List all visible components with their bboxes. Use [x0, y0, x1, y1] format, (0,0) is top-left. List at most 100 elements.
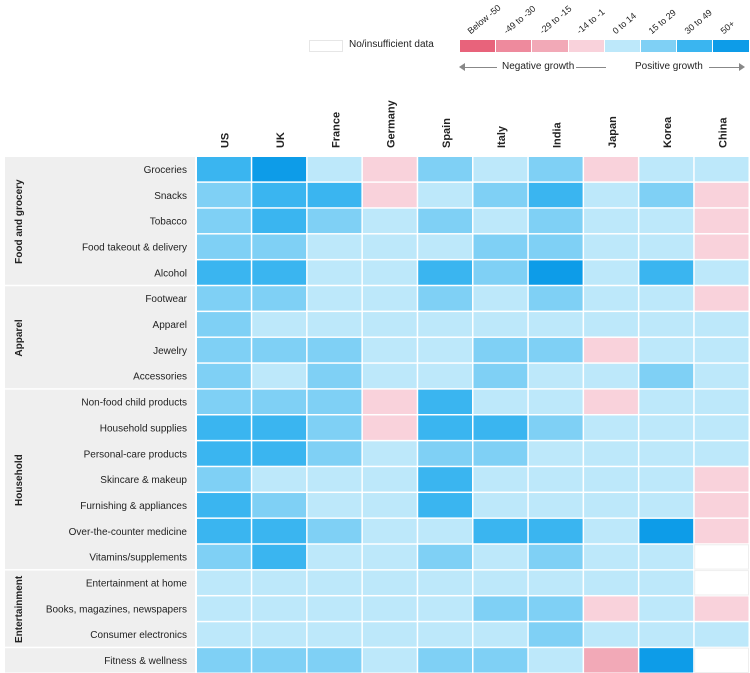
heatmap-cell — [639, 157, 694, 182]
right-arrow-icon — [739, 63, 745, 71]
heatmap-cell — [528, 363, 583, 389]
heatmap-cell — [362, 467, 417, 492]
heatmap-cell — [197, 363, 251, 389]
heatmap-cell — [418, 596, 472, 621]
heatmap-cell — [473, 467, 528, 492]
heatmap-cell — [252, 208, 307, 234]
heatmap-cell — [418, 337, 472, 363]
heatmap-cell — [639, 286, 694, 311]
heatmap-cell — [362, 182, 417, 208]
heatmap-cell — [418, 544, 472, 570]
row-label: Skincare & makeup — [100, 475, 187, 486]
heatmap-cell — [307, 415, 362, 440]
heatmap-cell — [197, 234, 251, 259]
heatmap-cell — [252, 389, 307, 414]
heatmap-cell — [307, 312, 362, 337]
heatmap-cell — [584, 182, 638, 208]
heatmap-cell — [307, 389, 362, 414]
row-label: Consumer electronics — [90, 630, 187, 641]
group-panel — [5, 389, 195, 570]
heatmap-cell — [694, 518, 749, 544]
heatmap-cell — [694, 389, 749, 414]
heatmap-cell — [362, 260, 417, 285]
row-label: Non-food child products — [81, 398, 187, 409]
heatmap-cell — [252, 157, 307, 182]
heatmap-cell — [528, 441, 583, 466]
column-label: Spain — [441, 118, 453, 148]
row-label: Accessories — [133, 372, 187, 383]
group-label: Household — [14, 454, 25, 506]
heatmap-cell — [694, 286, 749, 311]
heatmap-cell — [694, 415, 749, 440]
heatmap-cell — [694, 647, 750, 673]
heatmap-cell — [584, 363, 638, 389]
column-label: US — [220, 133, 232, 148]
heatmap-cell — [694, 157, 749, 182]
heatmap-cell — [639, 518, 694, 544]
heatmap-cell — [584, 596, 638, 621]
heatmap-cell — [694, 312, 749, 337]
row-label: Books, magazines, newspapers — [46, 604, 187, 615]
heatmap-cell — [528, 286, 583, 311]
row-label: Apparel — [153, 320, 187, 331]
heatmap-cell — [252, 622, 307, 647]
heatmap-cell — [639, 570, 694, 595]
heatmap-cell — [694, 467, 749, 492]
group-panel — [5, 648, 195, 673]
row-label: Fitness & wellness — [104, 656, 187, 667]
heatmap-cell — [252, 570, 307, 595]
row-label: Over-the-counter medicine — [69, 527, 188, 538]
heatmap-cell — [528, 544, 583, 570]
heatmap-cell — [639, 389, 694, 414]
heatmap-cell — [307, 570, 362, 595]
heatmap-cell — [418, 622, 472, 647]
heatmap-cell — [639, 596, 694, 621]
heatmap-cell — [639, 415, 694, 440]
heatmap-cell — [197, 182, 251, 208]
column-label: Italy — [496, 125, 508, 148]
heatmap-cell — [307, 260, 362, 285]
heatmap-cell — [362, 518, 417, 544]
heatmap-cell — [694, 622, 749, 647]
heatmap-cell — [362, 337, 417, 363]
heatmap-cell — [473, 157, 528, 182]
row-label: Groceries — [144, 165, 187, 176]
row-label: Footwear — [145, 294, 187, 305]
heatmap-cell — [694, 544, 750, 570]
heatmap-cell — [473, 234, 528, 259]
heatmap-cell — [584, 337, 638, 363]
heatmap-cell — [584, 415, 638, 440]
heatmap-cell — [362, 441, 417, 466]
heatmap-cell — [307, 286, 362, 311]
heatmap-cell — [418, 570, 472, 595]
heatmap-cell — [528, 648, 583, 673]
legend-swatch — [568, 40, 604, 52]
heatmap-cell — [473, 648, 528, 673]
heatmap-cell — [197, 286, 251, 311]
heatmap-cell — [252, 234, 307, 259]
heatmap-cell — [418, 260, 472, 285]
heatmap-cell — [528, 260, 583, 285]
heatmap-cell — [307, 441, 362, 466]
left-arrow-icon — [459, 63, 465, 71]
heatmap-cell — [197, 648, 251, 673]
positive-growth-label: Positive growth — [635, 61, 703, 72]
group-label: Entertainment — [14, 575, 25, 643]
heatmap-cell — [362, 234, 417, 259]
heatmap-cell — [362, 648, 417, 673]
row-label: Furnishing & appliances — [80, 501, 187, 512]
heatmap-cell — [694, 182, 749, 208]
heatmap-cell — [252, 337, 307, 363]
heatmap-cell — [197, 157, 251, 182]
heatmap-cell — [584, 441, 638, 466]
heatmap-cell — [197, 493, 251, 518]
heatmap-cell — [307, 182, 362, 208]
row-label: Snacks — [154, 191, 187, 202]
heatmap-cell — [473, 570, 528, 595]
column-label: UK — [275, 132, 287, 148]
heatmap-cell — [418, 363, 472, 389]
row-label: Personal-care products — [84, 449, 187, 460]
heatmap-cell — [694, 570, 750, 596]
heatmap-cell — [418, 467, 472, 492]
